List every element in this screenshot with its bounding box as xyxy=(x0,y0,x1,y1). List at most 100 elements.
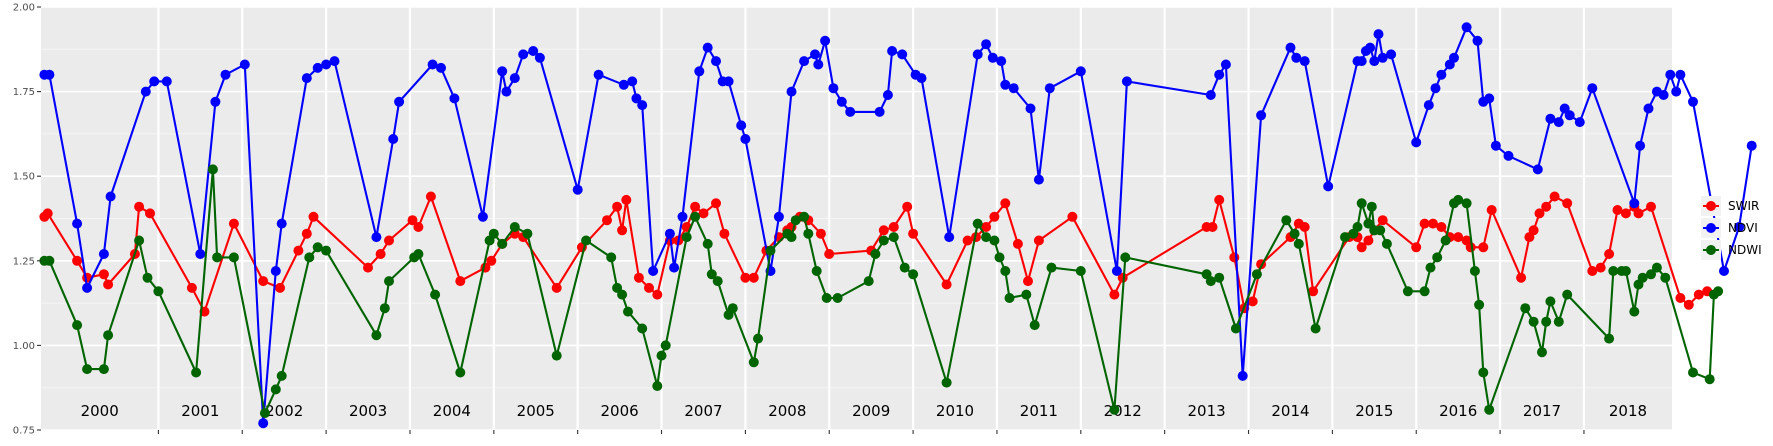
series-ndwi-point xyxy=(1629,306,1640,317)
series-ndvi-point xyxy=(1000,79,1011,90)
series-ndvi-point xyxy=(105,191,116,202)
series-ndvi-point xyxy=(987,52,998,63)
series-ndvi-point xyxy=(1220,59,1231,70)
y-tick-label: 1.50 xyxy=(13,172,35,183)
series-swir-point xyxy=(690,201,701,212)
series-ndwi-point xyxy=(304,252,315,263)
series-ndwi-point xyxy=(1713,286,1724,297)
series-ndwi-point xyxy=(878,235,889,246)
series-ndwi-point xyxy=(384,276,394,287)
series-ndwi-point xyxy=(606,252,617,263)
series-swir-point xyxy=(486,255,497,266)
series-ndwi-point xyxy=(1553,316,1564,327)
series-ndvi-point xyxy=(1545,113,1556,124)
series-ndwi-point xyxy=(702,238,713,249)
series-ndvi-point xyxy=(270,266,281,276)
series-ndvi-point xyxy=(1356,56,1367,67)
series-ndwi-point xyxy=(379,303,390,314)
series-ndwi-point xyxy=(617,289,628,300)
series-swir-point xyxy=(602,215,612,226)
year-label: 2014 xyxy=(1271,402,1309,420)
y-tick-label: 1.00 xyxy=(13,341,35,352)
series-ndvi-point xyxy=(501,86,512,97)
series-ndwi-point xyxy=(1688,367,1698,378)
series-swir-point xyxy=(551,282,562,293)
series-ndvi-point xyxy=(149,76,160,87)
series-swir-point xyxy=(1612,205,1623,215)
series-swir-point xyxy=(1534,208,1545,219)
series-ndwi-point xyxy=(1363,218,1374,229)
series-swir-point xyxy=(719,228,730,239)
series-ndvi-point xyxy=(944,232,955,243)
y-axis: 0.75 1.00 1.25 1.50 1.75 2.00 xyxy=(13,3,41,437)
series-swir-point xyxy=(1595,262,1606,273)
year-label: 2002 xyxy=(265,402,303,420)
series-swir-point xyxy=(1587,266,1598,276)
series-ndvi-point xyxy=(1671,86,1682,97)
series-swir-point xyxy=(1693,289,1704,300)
series-ndvi-point xyxy=(694,66,705,77)
series-swir-point xyxy=(1419,218,1430,229)
series-ndwi-point xyxy=(888,232,899,243)
series-ndwi-point xyxy=(811,266,822,276)
series-swir-point xyxy=(824,249,835,259)
series-swir-point xyxy=(1604,249,1615,259)
series-ndwi-point xyxy=(371,330,382,341)
year-label: 2009 xyxy=(852,402,890,420)
series-ndvi-point xyxy=(799,56,810,67)
series-ndvi-point xyxy=(1111,266,1122,276)
year-label: 2011 xyxy=(1020,402,1058,420)
series-ndwi-point xyxy=(660,340,671,351)
series-swir-point xyxy=(308,211,319,222)
series-ndvi-point xyxy=(1635,140,1646,151)
series-ndvi-point xyxy=(736,120,747,131)
series-swir-point xyxy=(748,272,759,283)
series-ndvi-point xyxy=(528,46,539,56)
series-ndvi-point xyxy=(329,56,340,67)
series-swir-point xyxy=(902,201,913,212)
series-swir-point xyxy=(1229,252,1240,263)
legend-label: NDVI xyxy=(1728,221,1758,235)
series-ndwi-point xyxy=(1120,252,1131,263)
series-ndvi-point xyxy=(140,86,151,97)
year-label: 2015 xyxy=(1355,402,1393,420)
series-ndwi-point xyxy=(312,242,323,253)
series-ndvi-point xyxy=(711,56,721,67)
series-ndvi-point xyxy=(436,62,446,73)
series-swir-point xyxy=(145,208,155,219)
series-ndvi-point xyxy=(1299,56,1310,67)
series-ndvi-point xyxy=(1746,140,1757,151)
series-ndwi-point xyxy=(1541,316,1552,327)
series-ndwi-point xyxy=(509,222,520,232)
series-ndvi-point xyxy=(820,35,831,46)
series-ndwi-point xyxy=(908,269,919,280)
series-swir-point xyxy=(888,222,899,232)
series-layer xyxy=(39,22,1757,429)
series-swir-point xyxy=(1214,194,1225,205)
series-ndvi-point xyxy=(258,418,269,429)
series-ndwi-point xyxy=(1432,252,1443,263)
series-ndvi-point xyxy=(1658,90,1669,100)
series-ndvi-point xyxy=(1574,117,1585,128)
series-ndwi-point xyxy=(1340,232,1350,243)
series-ndwi-point xyxy=(652,381,663,391)
y-tick-label: 1.75 xyxy=(13,87,35,98)
series-swir-point xyxy=(186,282,197,293)
series-ndwi-point xyxy=(1440,235,1451,246)
series-swir-point xyxy=(1109,289,1120,300)
series-ndvi-point xyxy=(786,86,797,97)
series-ndwi-point xyxy=(212,252,223,263)
series-ndwi-point xyxy=(1604,333,1615,344)
series-ndwi-point xyxy=(832,293,843,303)
series-ndvi-point xyxy=(1291,52,1302,63)
legend: SWIR NDVI NDWI xyxy=(1701,196,1762,260)
series-ndwi-point xyxy=(863,276,874,287)
series-ndwi-point xyxy=(1608,266,1619,276)
series-swir-point xyxy=(413,222,424,232)
series-ndvi-point xyxy=(1665,69,1676,80)
series-ndwi-point xyxy=(1520,303,1531,314)
series-ndvi-point xyxy=(388,134,399,144)
series-ndvi-point xyxy=(1430,83,1441,94)
series-ndvi-point xyxy=(1285,42,1296,53)
